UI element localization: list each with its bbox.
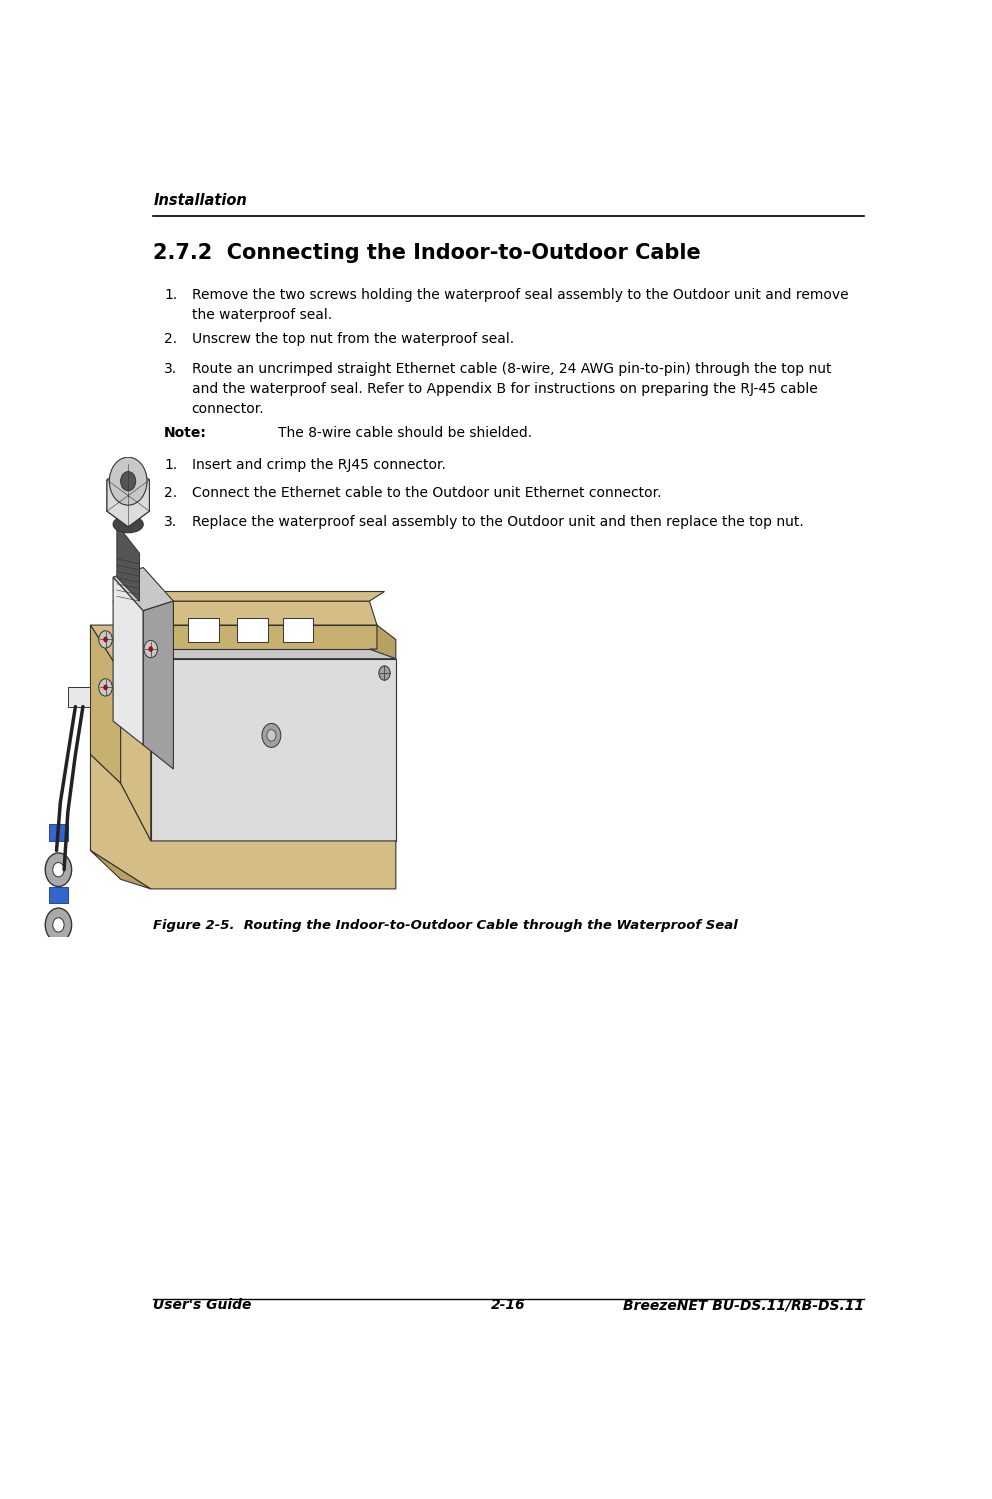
- Text: Figure 2-5.  Routing the Indoor-to-Outdoor Cable through the Waterproof Seal: Figure 2-5. Routing the Indoor-to-Outdoo…: [153, 919, 738, 931]
- Polygon shape: [151, 658, 396, 841]
- Text: Connect the Ethernet cable to the Outdoor unit Ethernet connector.: Connect the Ethernet cable to the Outdoo…: [191, 486, 661, 499]
- Text: Insert and crimp the RJ45 connector.: Insert and crimp the RJ45 connector.: [191, 459, 445, 472]
- Text: 2.: 2.: [164, 333, 178, 346]
- Text: BreezeNET BU-DS.11/RB-DS.11: BreezeNET BU-DS.11/RB-DS.11: [623, 1298, 864, 1312]
- Text: User's Guide: User's Guide: [153, 1298, 252, 1312]
- Circle shape: [99, 631, 112, 648]
- Circle shape: [99, 679, 112, 696]
- Circle shape: [262, 724, 281, 748]
- Bar: [67, 688, 90, 706]
- Circle shape: [379, 666, 390, 681]
- Text: Unscrew the top nut from the waterproof seal.: Unscrew the top nut from the waterproof …: [191, 333, 514, 346]
- Circle shape: [46, 908, 71, 941]
- Polygon shape: [90, 850, 151, 889]
- Polygon shape: [113, 577, 143, 745]
- Ellipse shape: [113, 516, 143, 532]
- Text: Route an uncrimped straight Ethernet cable (8-wire, 24 AWG pin-to-pin) through t: Route an uncrimped straight Ethernet cab…: [191, 363, 831, 417]
- Polygon shape: [369, 625, 396, 658]
- Text: Note:: Note:: [164, 426, 207, 439]
- Text: 1.: 1.: [164, 288, 178, 303]
- Text: The 8-wire cable should be shielded.: The 8-wire cable should be shielded.: [278, 426, 532, 439]
- Text: Installation: Installation: [153, 193, 247, 208]
- Bar: [237, 618, 268, 642]
- Polygon shape: [113, 568, 174, 610]
- Polygon shape: [90, 754, 396, 889]
- Polygon shape: [121, 625, 396, 658]
- Polygon shape: [121, 625, 377, 649]
- Circle shape: [121, 472, 136, 490]
- Bar: [188, 618, 218, 642]
- Polygon shape: [143, 601, 174, 769]
- Circle shape: [103, 637, 108, 643]
- Circle shape: [109, 457, 147, 505]
- Text: 3.: 3.: [164, 514, 178, 529]
- Polygon shape: [90, 625, 151, 673]
- Circle shape: [53, 917, 64, 932]
- Bar: [283, 618, 312, 642]
- Polygon shape: [117, 525, 140, 601]
- Bar: [49, 824, 67, 841]
- Text: Remove the two screws holding the waterproof seal assembly to the Outdoor unit a: Remove the two screws holding the waterp…: [191, 288, 848, 322]
- Circle shape: [46, 853, 71, 886]
- Text: 1.: 1.: [164, 459, 178, 472]
- Polygon shape: [107, 465, 150, 526]
- Polygon shape: [113, 601, 377, 625]
- Polygon shape: [107, 465, 150, 526]
- Polygon shape: [121, 658, 151, 841]
- Bar: [49, 886, 67, 904]
- Circle shape: [149, 646, 153, 652]
- Text: Replace the waterproof seal assembly to the Outdoor unit and then replace the to: Replace the waterproof seal assembly to …: [191, 514, 804, 529]
- Text: 3.: 3.: [164, 363, 178, 376]
- Circle shape: [144, 640, 158, 658]
- Circle shape: [267, 730, 276, 741]
- Circle shape: [53, 862, 64, 877]
- Text: 2.7.2  Connecting the Indoor-to-Outdoor Cable: 2.7.2 Connecting the Indoor-to-Outdoor C…: [153, 243, 701, 264]
- Polygon shape: [121, 625, 151, 841]
- Circle shape: [103, 685, 108, 691]
- Text: 2.: 2.: [164, 486, 178, 499]
- Text: 2-16: 2-16: [491, 1298, 526, 1312]
- Polygon shape: [90, 625, 121, 784]
- Polygon shape: [121, 592, 385, 601]
